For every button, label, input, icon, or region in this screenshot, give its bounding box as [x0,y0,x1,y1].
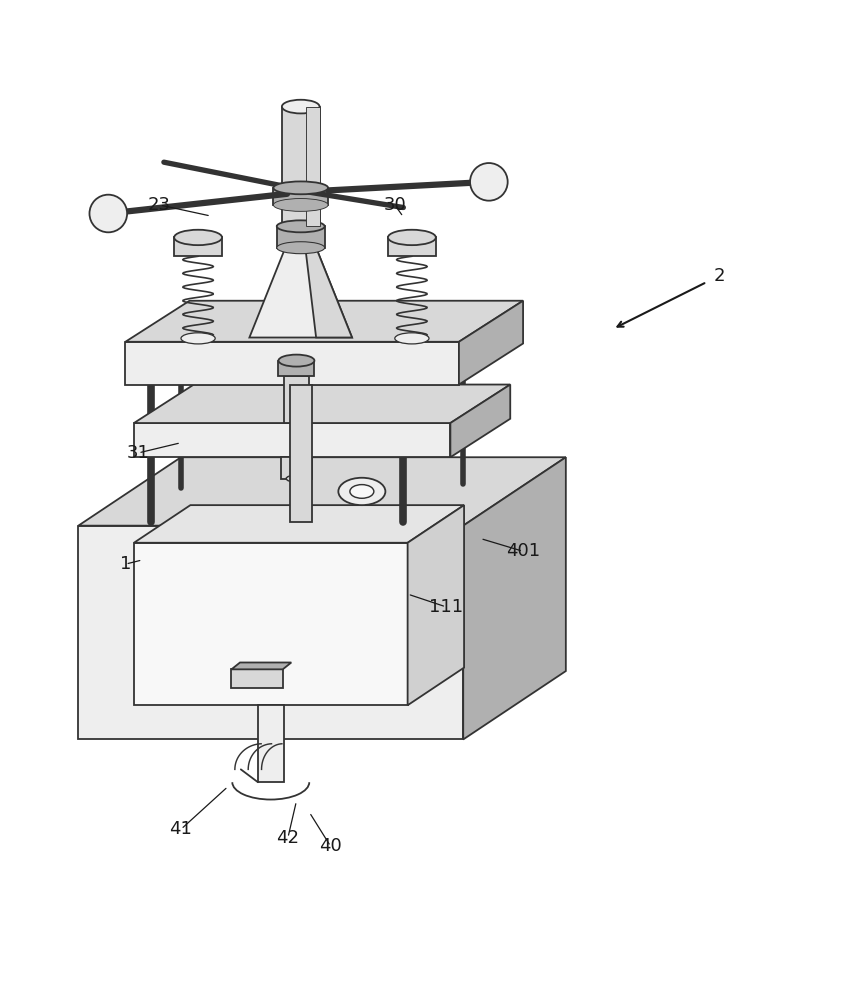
Polygon shape [450,385,511,457]
Ellipse shape [287,475,306,482]
Ellipse shape [274,199,328,211]
Ellipse shape [338,478,385,505]
Ellipse shape [350,485,374,498]
Polygon shape [306,107,319,226]
Ellipse shape [277,242,324,254]
Polygon shape [463,457,565,739]
Ellipse shape [174,230,222,245]
Polygon shape [134,423,450,457]
Ellipse shape [181,333,215,344]
Text: 31: 31 [127,444,149,462]
Ellipse shape [388,230,436,245]
Polygon shape [388,237,436,256]
Polygon shape [290,385,311,522]
Polygon shape [174,237,222,256]
Polygon shape [232,669,283,688]
Polygon shape [282,107,319,226]
Polygon shape [125,342,459,385]
Text: 2: 2 [714,267,726,285]
Ellipse shape [395,333,429,344]
Polygon shape [134,543,408,705]
Polygon shape [274,188,328,205]
Text: 23: 23 [148,196,171,214]
Polygon shape [78,526,463,739]
Circle shape [89,195,127,232]
Polygon shape [125,301,523,342]
Ellipse shape [277,220,324,232]
Text: 401: 401 [506,542,541,560]
Polygon shape [250,248,352,338]
Text: 1: 1 [120,555,131,573]
Text: 111: 111 [429,598,463,616]
Polygon shape [258,705,284,782]
Circle shape [470,163,508,201]
Polygon shape [134,505,464,543]
Polygon shape [305,248,352,338]
Polygon shape [232,662,292,669]
Polygon shape [279,361,314,376]
Ellipse shape [279,355,314,367]
Polygon shape [281,457,311,479]
Polygon shape [78,457,565,526]
Text: 42: 42 [276,829,299,847]
Polygon shape [459,301,523,385]
Text: 30: 30 [384,196,406,214]
Polygon shape [277,226,324,248]
Text: 41: 41 [170,820,192,838]
Polygon shape [408,505,464,705]
Text: 40: 40 [319,837,342,855]
Polygon shape [134,385,511,423]
Ellipse shape [282,100,319,113]
Ellipse shape [274,181,328,194]
Polygon shape [284,376,309,423]
